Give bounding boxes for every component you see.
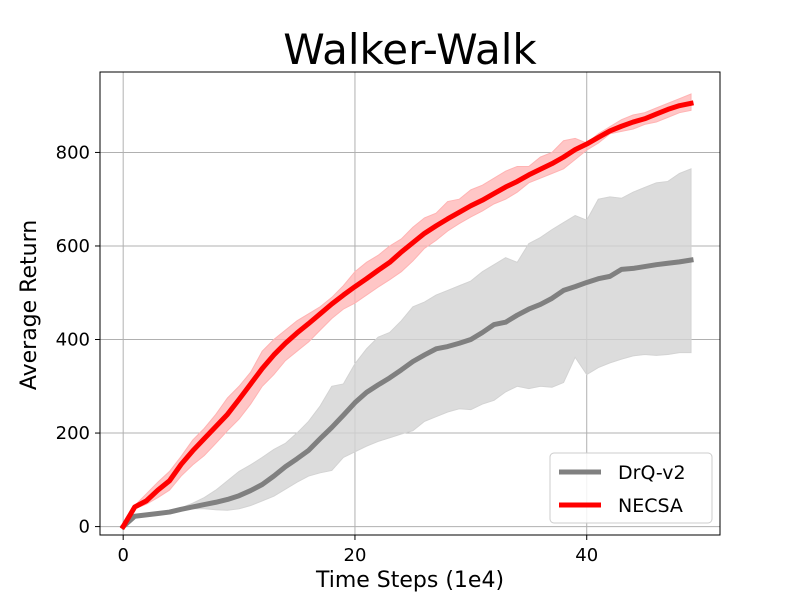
series-lines xyxy=(119,100,694,531)
x-tick-label: 20 xyxy=(344,545,367,566)
legend-label-drq-v2: DrQ-v2 xyxy=(618,462,686,484)
x-tick-label: 0 xyxy=(117,545,128,566)
y-tick-label: 600 xyxy=(56,236,90,257)
drq-v2-line xyxy=(119,257,694,531)
necsa-line xyxy=(119,100,694,531)
y-tick-label: 800 xyxy=(56,142,90,163)
x-axis-label: Time Steps (1e4) xyxy=(315,568,504,593)
chart-title: Walker-Walk xyxy=(283,25,537,74)
x-tick-label: 40 xyxy=(575,545,598,566)
legend: DrQ-v2 NECSA xyxy=(549,452,713,524)
y-axis-ticks: 0 200 400 600 800 xyxy=(56,142,100,538)
legend-label-necsa: NECSA xyxy=(618,495,683,517)
y-tick-label: 400 xyxy=(56,330,90,351)
x-axis-ticks: 0 20 40 xyxy=(117,535,598,566)
y-tick-label: 200 xyxy=(56,423,90,444)
y-tick-label: 0 xyxy=(79,517,90,538)
plot-frame xyxy=(99,71,721,536)
y-axis-label: Average Return xyxy=(17,220,42,390)
